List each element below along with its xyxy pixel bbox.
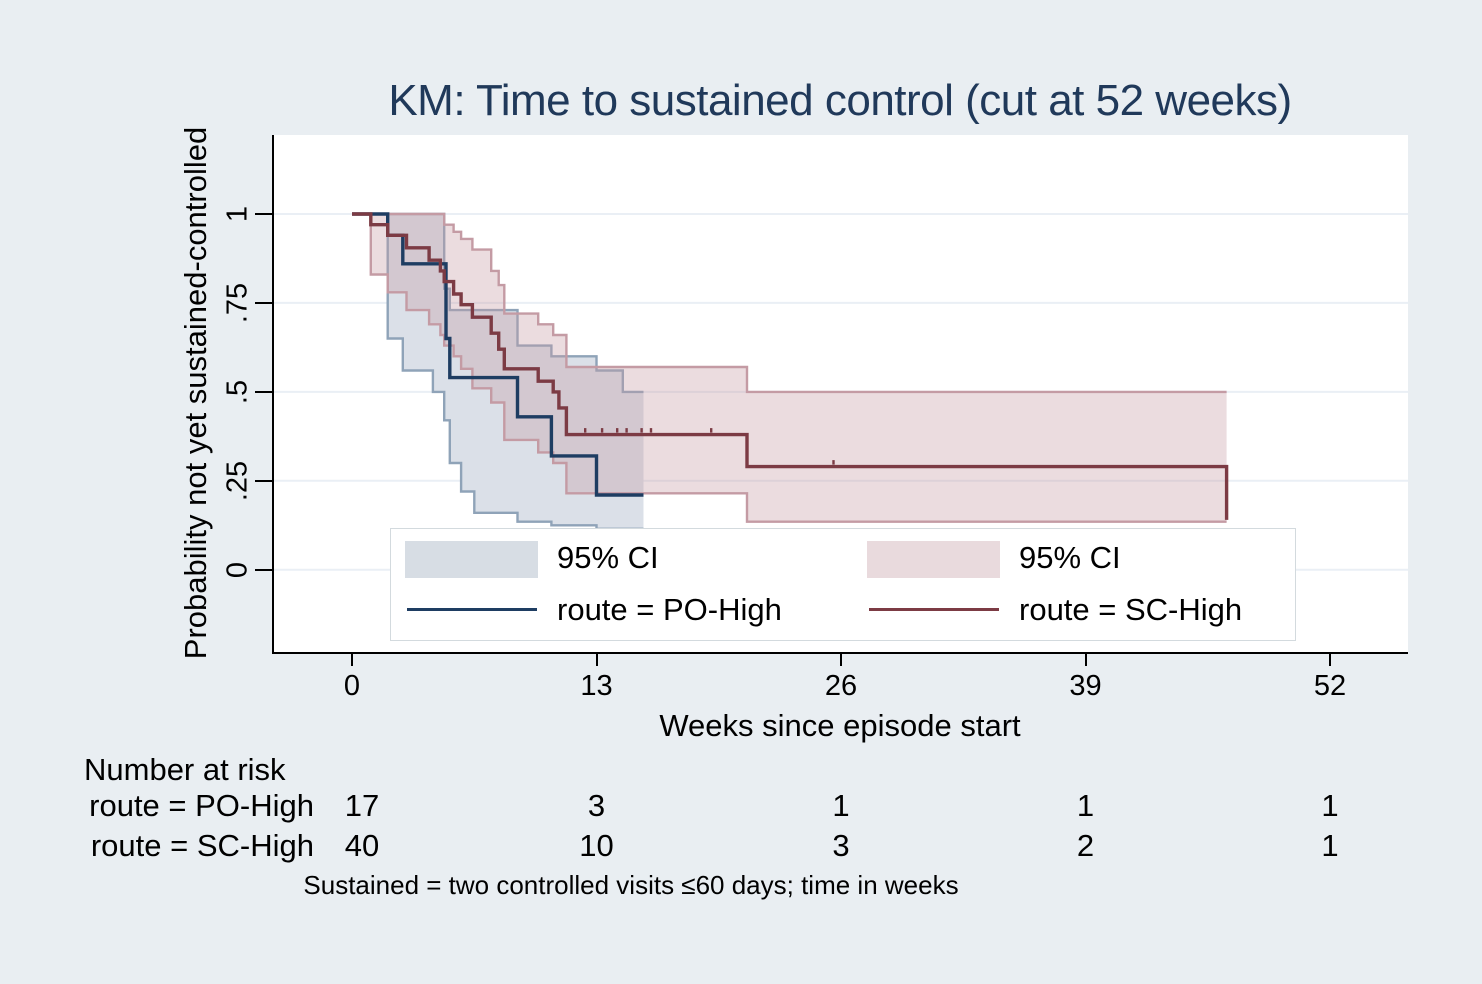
po-line-swatch xyxy=(407,608,537,611)
sc-ci-upper-edge xyxy=(370,212,1227,394)
x-tick-mark xyxy=(1329,654,1331,666)
x-tick-mark xyxy=(1084,654,1087,666)
y-tick-label: 0 xyxy=(221,561,254,578)
po-ci-swatch xyxy=(405,541,538,578)
y-tick-mark xyxy=(255,301,273,304)
sc-ci-lower-edge xyxy=(369,214,1227,523)
x-tick-label: 13 xyxy=(580,670,613,702)
risk-table-heading: Number at risk xyxy=(84,752,286,787)
x-tick-label: 0 xyxy=(343,670,361,702)
po-ci-label: 95% CI xyxy=(557,540,659,575)
risk-count: 17 xyxy=(344,788,380,823)
legend-box: 95% CI 95% CI route = PO-High route = SC… xyxy=(390,528,1296,641)
x-axis-title: Weeks since episode start xyxy=(659,708,1021,743)
y-tick-label: 1 xyxy=(221,205,254,223)
y-tick-label: .25 xyxy=(221,460,254,501)
chart-caption: Sustained = two controlled visits ≤60 da… xyxy=(303,870,959,900)
risk-count: 3 xyxy=(587,788,606,823)
x-tick-label: 52 xyxy=(1313,670,1347,702)
po-series-label: route = PO-High xyxy=(557,592,782,627)
risk-count: 1 xyxy=(1321,828,1339,863)
risk-count: 10 xyxy=(579,828,614,863)
y-tick-mark xyxy=(255,390,273,393)
x-tick-mark xyxy=(351,654,353,666)
sc-series-label: route = SC-High xyxy=(1019,592,1243,627)
sc-line-swatch xyxy=(869,608,999,611)
x-tick-label: 26 xyxy=(824,670,858,702)
risk-row-label-sc: route = SC-High xyxy=(90,828,314,863)
x-tick-mark xyxy=(840,654,842,666)
sc-ci-swatch xyxy=(867,541,1000,578)
risk-count: 3 xyxy=(832,828,850,863)
y-axis-title: Probability not yet sustained-controlled xyxy=(178,126,213,660)
risk-row-label-po: route = PO-High xyxy=(89,788,314,823)
y-tick-label: .75 xyxy=(221,282,254,324)
y-tick-mark xyxy=(255,213,273,215)
km-curves-svg xyxy=(274,212,1408,571)
y-tick-label: .5 xyxy=(221,379,254,404)
po-ci-band xyxy=(387,214,644,529)
chart-title: KM: Time to sustained control (cut at 52… xyxy=(388,76,1292,125)
sc-ci-band xyxy=(370,214,1227,522)
y-tick-mark xyxy=(255,479,273,482)
x-tick-label: 39 xyxy=(1069,670,1102,702)
risk-count: 1 xyxy=(1321,788,1339,823)
sc-survival-curve xyxy=(352,212,1229,520)
risk-count: 2 xyxy=(1076,828,1095,863)
sc-ci-label: 95% CI xyxy=(1019,540,1121,575)
y-tick-mark xyxy=(255,568,273,571)
risk-count: 1 xyxy=(832,788,850,823)
x-tick-mark xyxy=(595,654,598,666)
po-ci-lower-edge xyxy=(386,214,644,530)
risk-count: 1 xyxy=(1076,788,1095,823)
risk-count: 40 xyxy=(344,828,380,863)
